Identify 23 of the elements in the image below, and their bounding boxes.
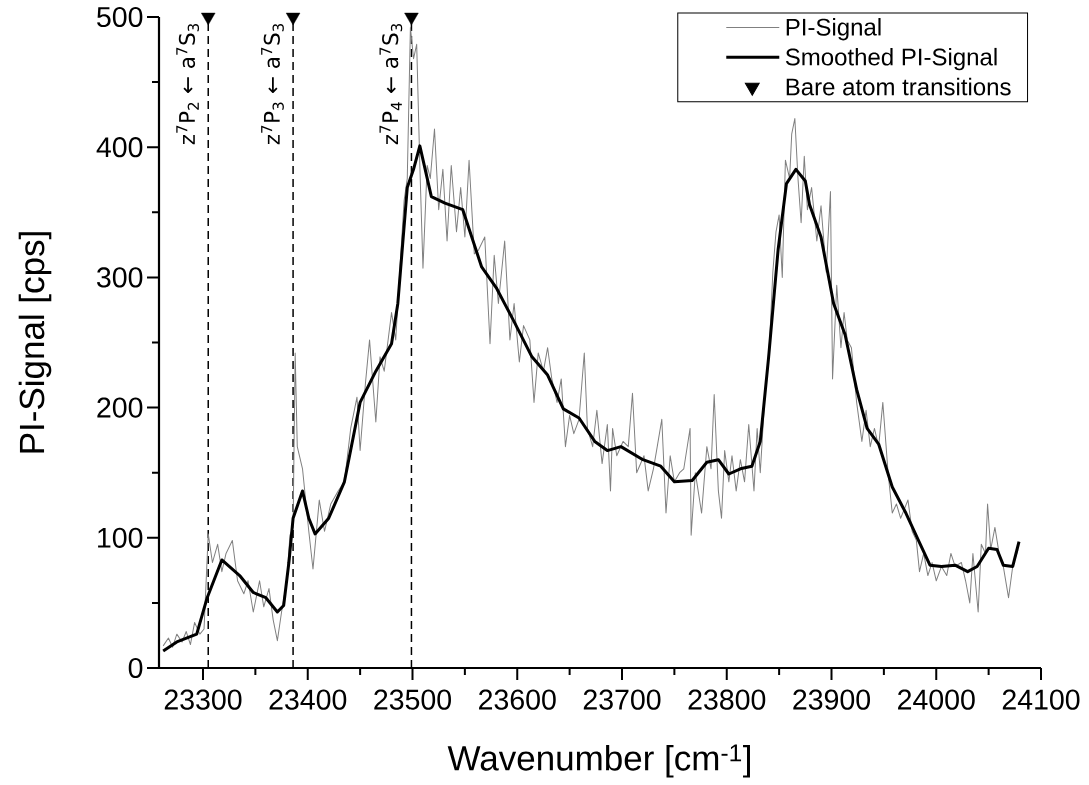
y-axis-title: PI-Signal [cps] [18, 232, 52, 453]
x-tick-label: 23600 [479, 689, 556, 710]
x-tick-label: 24000 [898, 689, 975, 710]
y-tick-label: 200 [97, 397, 143, 418]
x-tick-label: 23300 [164, 689, 242, 710]
y-tick-label: 100 [98, 527, 143, 548]
ref-line-label: z$^{7}$P$_{3}$ ← a$^{7}$S$_{3}$ [261, 23, 284, 145]
x-axis-title: Wavenumber [cm$^{-1}$] [447, 744, 750, 778]
ref-line-label: z$^{7}$P$_{2}$ ← a$^{7}$S$_{3}$ [176, 23, 200, 145]
y-tick-label: 0 [128, 657, 143, 679]
x-tick-label: 23900 [793, 689, 870, 710]
y-tick-label: 300 [97, 267, 143, 288]
y-tick-label: 500 [97, 6, 143, 28]
x-tick-label: 23400 [269, 689, 347, 710]
x-tick-label: 23700 [583, 689, 661, 710]
legend-label: PI-Signal [786, 18, 881, 41]
legend-label: Bare atom transitions [786, 77, 1011, 96]
x-tick-label: 23800 [688, 689, 766, 710]
x-tick-label: 23500 [374, 689, 451, 710]
legend-label: Smoothed PI-Signal [785, 47, 997, 71]
ref-line-label: z$^{7}$P$_{4}$ ← a$^{7}$S$_{3}$ [379, 23, 403, 145]
y-tick-label: 400 [96, 137, 143, 158]
x-tick-label: 24100 [1002, 689, 1080, 710]
